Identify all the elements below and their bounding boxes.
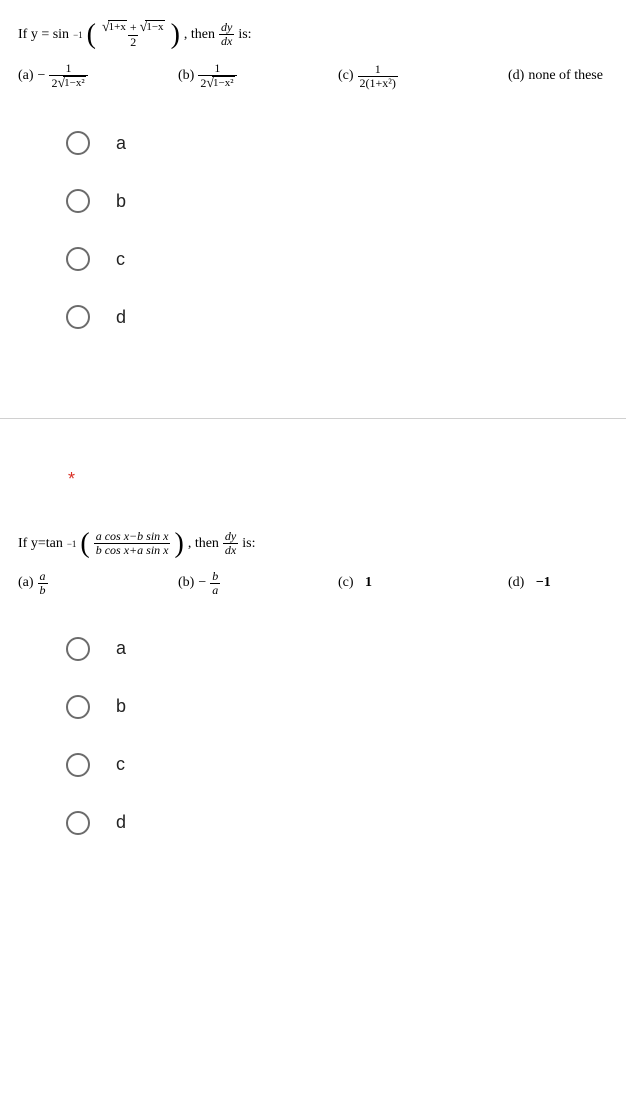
label-a: (a) [18,68,34,84]
q2-option-b[interactable]: b [18,695,608,719]
q1-ans-b: (b) 1 21−x² [178,62,298,92]
den-b2: a [210,583,220,597]
sign-b2: − [198,575,206,591]
radio-icon[interactable] [66,131,90,155]
q2-is: is: [242,536,255,552]
q2-answer-row: (a) a b (b) − b a (c) 1 [18,570,608,597]
option-label: a [116,133,126,154]
label-b2: (b) [178,575,194,591]
required-marker: * [18,439,608,530]
den-c: 2(1+x²) [358,76,398,90]
frac-b: 1 21−x² [198,62,236,92]
question-1-block: If y = sin−1 ( 1+x + 1−x 2 ) , then dy d… [0,0,626,419]
frac-b2: b a [210,570,220,597]
frac-c: 1 2(1+x²) [358,63,398,90]
num-a2: a [38,570,48,583]
q2-option-d[interactable]: d [18,811,608,835]
rparen2: ) [174,533,183,555]
rad1: 1+x [108,20,127,33]
q1-main-frac: 1+x + 1−x 2 [100,20,167,50]
radio-icon[interactable] [66,637,90,661]
radio-icon[interactable] [66,189,90,213]
option-label: b [116,696,126,717]
q2-ans-a: (a) a b [18,570,138,597]
q2-option-a[interactable]: a [18,637,608,661]
q2-sup: −1 [67,539,77,549]
q2-ans-b: (b) − b a [178,570,298,597]
q2-ans-d: (d) −1 [508,575,626,591]
num-b: 1 [212,62,222,75]
option-label: b [116,191,126,212]
sign-a: − [38,68,46,84]
lparen2: ( [80,533,89,555]
question-1-image: If y = sin−1 ( 1+x + 1−x 2 ) , then dy d… [18,20,608,91]
num-a: 1 [64,62,74,75]
question-2-image: If y=tan−1 ( a cos x−b sin x b cos x+a s… [18,530,608,597]
label-b: (b) [178,68,194,84]
rad-b: 1−x² [212,76,235,89]
dy2: dy [223,530,238,543]
q1-ans-a: (a) − 1 21−x² [18,62,138,92]
q2-top: a cos x−b sin x [94,530,171,543]
rad-a: 1−x² [63,76,86,89]
option-label: c [116,249,125,270]
q2-stem: If y=tan −1 ( a cos x−b sin x b cos x+a s… [18,530,608,557]
num-c: 1 [373,63,383,76]
q1-sup: −1 [73,30,83,40]
q1-prefix: If y = sin [18,27,69,43]
q1-options: a b c d [18,131,608,329]
question-2-block: * If y=tan−1 ( a cos x−b sin x b cos x+a… [0,419,626,924]
q2-main-frac: a cos x−b sin x b cos x+a sin x [94,530,171,557]
rparen: ) [171,24,180,46]
q1-option-c[interactable]: c [18,247,608,271]
label-c: (c) [338,68,354,84]
text-d2: −1 [536,575,551,591]
plus: + [130,20,137,34]
q1-ans-d: (d) none of these [508,68,626,84]
q1-then: , then [184,27,215,43]
q2-bot: b cos x+a sin x [94,543,171,557]
main-den: 2 [128,35,138,49]
q2-prefix: If y=tan [18,536,63,552]
label-c2: (c) [338,575,354,591]
frac-a: 1 21−x² [49,62,87,92]
label-d: (d) [508,68,524,84]
option-label: c [116,754,125,775]
radio-icon[interactable] [66,753,90,777]
radio-icon[interactable] [66,305,90,329]
rad2: 1−x [145,20,164,33]
dx2: dx [223,543,238,557]
label-a2: (a) [18,575,34,591]
q1-ans-c: (c) 1 2(1+x²) [338,63,468,90]
dy: dy [219,21,234,34]
q1-option-a[interactable]: a [18,131,608,155]
radio-icon[interactable] [66,811,90,835]
option-label: d [116,812,126,833]
q2-ans-c: (c) 1 [338,575,468,591]
q1-option-d[interactable]: d [18,305,608,329]
dydx: dy dx [219,21,234,48]
q2-option-c[interactable]: c [18,753,608,777]
option-label: a [116,638,126,659]
q2-then: , then [188,536,219,552]
option-label: d [116,307,126,328]
dydx2: dy dx [223,530,238,557]
lparen: ( [87,24,96,46]
text-d: none of these [528,68,603,84]
q1-is: is: [238,27,251,43]
q1-stem: If y = sin −1 ( 1+x + 1−x 2 ) , then dy d… [18,20,608,50]
num-b2: b [210,570,220,583]
q1-option-b[interactable]: b [18,189,608,213]
frac-a2: a b [38,570,48,597]
label-d2: (d) [508,575,524,591]
q2-options: a b c d [18,637,608,835]
radio-icon[interactable] [66,247,90,271]
den-a2: b [38,583,48,597]
radio-icon[interactable] [66,695,90,719]
q1-answer-row: (a) − 1 21−x² (b) 1 21−x² [18,62,608,92]
dx: dx [219,34,234,48]
text-c2: 1 [365,575,372,591]
